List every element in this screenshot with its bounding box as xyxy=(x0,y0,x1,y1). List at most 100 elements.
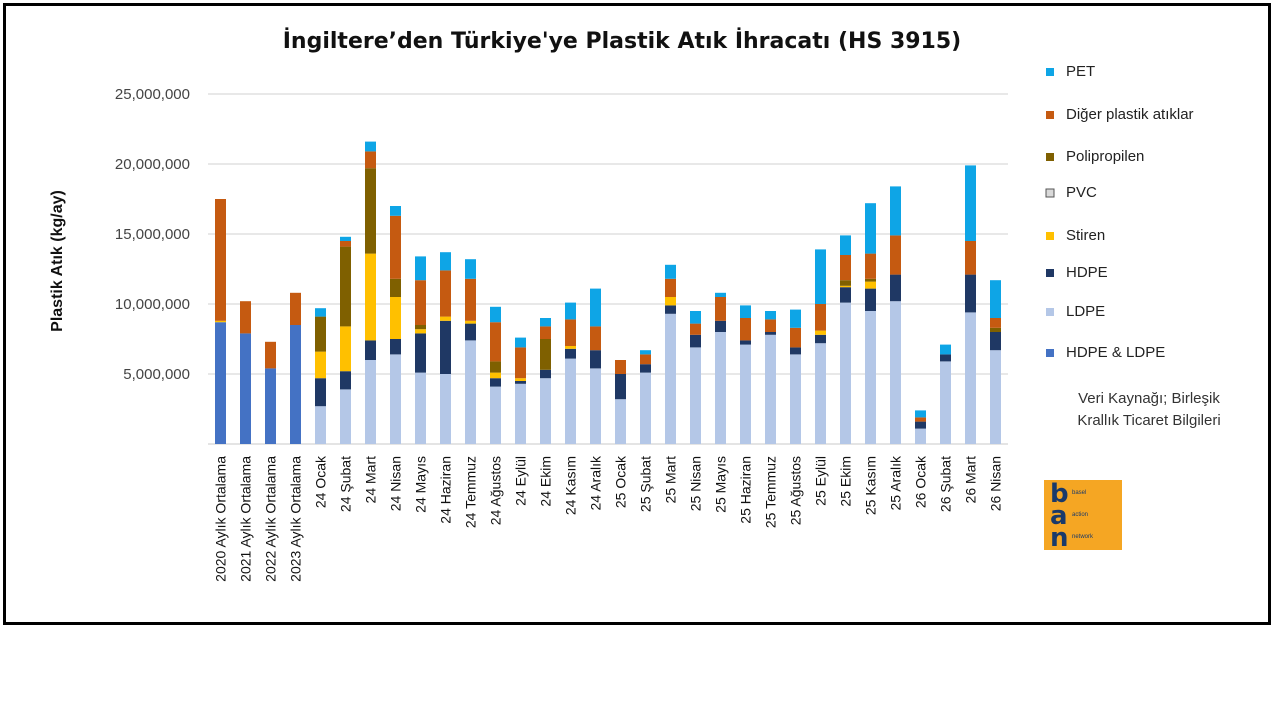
y-tick-label: 10,000,000 xyxy=(115,296,190,313)
legend-swatch xyxy=(1045,188,1055,198)
bar-segment xyxy=(665,313,676,444)
bar-segment xyxy=(865,288,876,311)
y-tick-label: 25,000,000 xyxy=(115,86,190,103)
bar-segment xyxy=(615,399,626,444)
bar-segment xyxy=(990,318,1001,328)
bar-segment xyxy=(340,236,351,241)
bar-segment xyxy=(565,358,576,444)
bar-segment xyxy=(340,326,351,372)
bar-segment xyxy=(565,319,576,346)
x-tick-label: 25 Nisan xyxy=(688,456,704,511)
x-tick-label: 2023 Aylık Ortalama xyxy=(288,456,304,582)
bar-segment xyxy=(990,350,1001,444)
bar-segment xyxy=(990,327,1001,332)
bar-segment xyxy=(915,417,926,422)
bar-segment xyxy=(840,285,851,288)
bar-segment xyxy=(290,292,301,325)
bar-segment xyxy=(490,361,501,373)
bar-segment xyxy=(965,312,976,444)
legend-swatch xyxy=(1046,349,1054,357)
x-tick-label: 24 Ağustos xyxy=(488,456,504,525)
bar-segment xyxy=(840,255,851,281)
x-tick-label: 25 Şubat xyxy=(638,456,654,512)
bar-segment xyxy=(365,141,376,152)
bar-segment xyxy=(640,354,651,365)
bar-segment xyxy=(865,203,876,254)
legend-swatch xyxy=(1046,269,1054,277)
bar-segment xyxy=(290,325,301,444)
bar-segment xyxy=(415,256,426,281)
bar-segment xyxy=(540,339,551,370)
bar-segment xyxy=(865,253,876,279)
bar-segment xyxy=(415,333,426,373)
bar-segment xyxy=(415,372,426,444)
bar-segment xyxy=(790,309,801,328)
x-tick-label: 24 Kasım xyxy=(563,456,579,515)
bar-segment xyxy=(465,278,476,321)
bar-segment xyxy=(815,334,826,344)
bar-segment xyxy=(465,259,476,279)
legend-label: LDPE xyxy=(1066,303,1105,320)
x-tick-label: 24 Haziran xyxy=(438,456,454,524)
bar-segment xyxy=(365,253,376,341)
x-tick-label: 24 Temmuz xyxy=(463,456,479,528)
legend-label: HDPE & LDPE xyxy=(1066,344,1165,361)
bar-segment xyxy=(565,346,576,349)
bar-segment xyxy=(990,280,1001,318)
bar-segment xyxy=(890,186,901,236)
bar-segment xyxy=(365,360,376,444)
x-tick-label: 24 Aralık xyxy=(588,455,604,510)
source-line-1: Veri Kaynağı; Birleşik xyxy=(1078,390,1220,407)
bar-segment xyxy=(840,280,851,286)
bar-segment xyxy=(640,364,651,373)
bar-segment xyxy=(390,297,401,339)
bar-segment xyxy=(565,348,576,359)
x-tick-label: 25 Aralık xyxy=(888,455,904,510)
bar-segment xyxy=(590,326,601,351)
y-tick-label: 20,000,000 xyxy=(115,156,190,173)
logo-letter: n xyxy=(1050,523,1069,553)
bar-segment xyxy=(665,305,676,314)
bar-segment xyxy=(415,280,426,325)
logo-word: network xyxy=(1072,534,1094,540)
bar-segment xyxy=(965,165,976,241)
bar-segment xyxy=(565,302,576,320)
y-axis-ticks: 5,000,000 10,000,000 15,000,000 20,000,000 2… xyxy=(115,86,190,383)
bar-segment xyxy=(440,270,451,317)
x-tick-label: 24 Ekim xyxy=(538,456,554,507)
legend-label: PET xyxy=(1066,63,1095,80)
bar-segment xyxy=(515,378,526,381)
bar-segment xyxy=(915,428,926,444)
bar-segment xyxy=(340,241,351,247)
bar-segment xyxy=(690,334,701,348)
bar-segment xyxy=(515,383,526,444)
data-source: Veri Kaynağı; Birleşik Krallık Ticaret B… xyxy=(1077,390,1220,429)
bar-segment xyxy=(540,378,551,444)
x-tick-label: 24 Mayıs xyxy=(413,456,429,513)
bar-segment xyxy=(240,333,251,444)
x-tick-label: 2022 Aylık Ortalama xyxy=(263,456,279,582)
bar-segment xyxy=(515,347,526,379)
bar-segment xyxy=(765,334,776,444)
legend-swatch xyxy=(1046,153,1054,161)
legend-label: Diğer plastik atıklar xyxy=(1066,106,1194,123)
bar-segment xyxy=(315,378,326,407)
legend-label: Stiren xyxy=(1066,227,1105,244)
x-tick-label: 24 Eylül xyxy=(513,456,529,506)
bar-segment xyxy=(315,316,326,352)
x-tick-label: 26 Mart xyxy=(963,456,979,504)
y-tick-label: 5,000,000 xyxy=(123,366,190,383)
bar-segment xyxy=(915,410,926,418)
x-tick-label: 25 Ocak xyxy=(613,455,629,508)
bar-segment xyxy=(490,386,501,444)
bar-segment xyxy=(440,320,451,374)
bar-segment xyxy=(415,325,426,330)
bar-segment xyxy=(665,264,676,279)
bar-segment xyxy=(765,311,776,320)
bar-segment xyxy=(765,319,776,332)
bar-segment xyxy=(790,327,801,348)
bar-segment xyxy=(440,374,451,444)
bar-segment xyxy=(865,311,876,444)
bar-segment xyxy=(790,347,801,355)
